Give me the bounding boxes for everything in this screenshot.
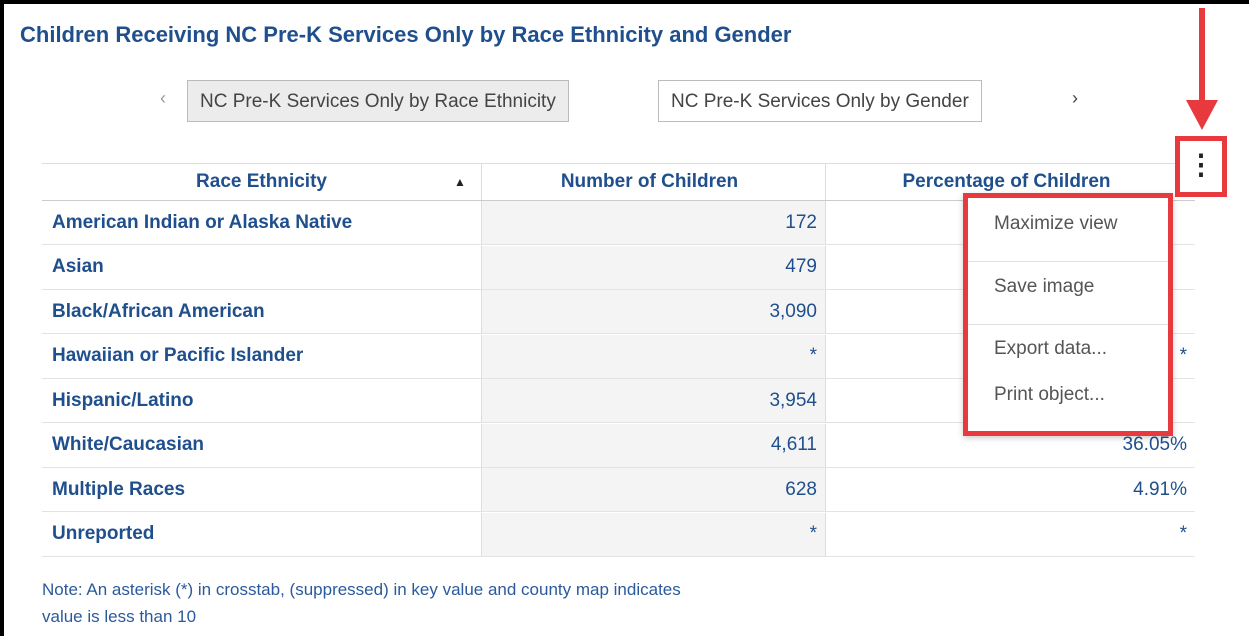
table-cell: Hawaiian or Pacific Islander bbox=[42, 334, 482, 378]
table-row: Hispanic/Latino 3,954 bbox=[42, 379, 1195, 423]
table-row: Black/African American 3,090 bbox=[42, 290, 1195, 334]
table-cell: * bbox=[482, 512, 826, 556]
table-cell: * bbox=[1179, 523, 1187, 544]
table-cell: 628 bbox=[482, 468, 826, 511]
table-cell: 3,090 bbox=[482, 290, 826, 333]
menu-divider bbox=[968, 324, 1168, 325]
menu-item[interactable]: Print object... bbox=[994, 384, 1105, 405]
next-arrow[interactable]: › bbox=[1072, 88, 1078, 108]
table-cell: * bbox=[482, 334, 826, 378]
title: Children Receiving NC Pre-K Services Onl… bbox=[20, 22, 792, 47]
table-cell: Asian bbox=[42, 245, 482, 289]
table-cell: American Indian or Alaska Native bbox=[42, 201, 482, 244]
table-row: American Indian or Alaska Native 172 bbox=[42, 201, 1195, 245]
table-cell: Multiple Races bbox=[42, 468, 482, 511]
context-menu: Maximize view Save image Export data... Pri… bbox=[963, 193, 1173, 436]
menu-item[interactable]: Save image bbox=[994, 276, 1095, 297]
tab[interactable]: NC Pre-K Services Only by Race Ethnicity bbox=[187, 80, 569, 122]
more-menu-button[interactable]: ⋮ bbox=[1175, 136, 1227, 197]
table-cell: Hispanic/Latino bbox=[42, 379, 482, 422]
sort-icon: ▲ bbox=[454, 174, 466, 189]
table-cell: 479 bbox=[482, 245, 826, 289]
table-cell: White/Caucasian bbox=[42, 423, 482, 467]
table-row: Asian 479 bbox=[42, 245, 1195, 290]
tab[interactable]: NC Pre-K Services Only by Gender bbox=[658, 80, 982, 122]
note: value is less than 10 bbox=[42, 607, 197, 626]
prev-arrow[interactable]: ‹ bbox=[160, 88, 166, 108]
column-header: Number of Children bbox=[482, 163, 826, 200]
table-row: Multiple Races 628 4.91% bbox=[42, 468, 1195, 512]
table-cell: 3,954 bbox=[482, 379, 826, 422]
arrow-head bbox=[1186, 100, 1218, 130]
table-cell: * bbox=[1179, 345, 1187, 366]
menu-divider bbox=[968, 261, 1168, 262]
note: Note: An asterisk (*) in crosstab, (supp… bbox=[42, 580, 681, 599]
table-cell: 4.91% bbox=[1133, 478, 1187, 500]
table-row: White/Caucasian 4,611 36.05% bbox=[42, 423, 1195, 468]
table-cell: Black/African American bbox=[42, 290, 482, 333]
menu-item[interactable]: Maximize view bbox=[994, 213, 1118, 234]
menu-item[interactable]: Export data... bbox=[994, 338, 1108, 359]
column-header: Race Ethnicity bbox=[42, 163, 482, 200]
table-cell: 172 bbox=[482, 201, 826, 244]
table-cell: Unreported bbox=[42, 512, 482, 556]
table-row: Unreported * * bbox=[42, 512, 1195, 557]
red-arrow bbox=[1186, 8, 1218, 130]
table-cell: 36.05% bbox=[1122, 434, 1187, 455]
table-cell: 4,611 bbox=[482, 423, 826, 467]
table-row: Hawaiian or Pacific Islander * * bbox=[42, 334, 1195, 379]
